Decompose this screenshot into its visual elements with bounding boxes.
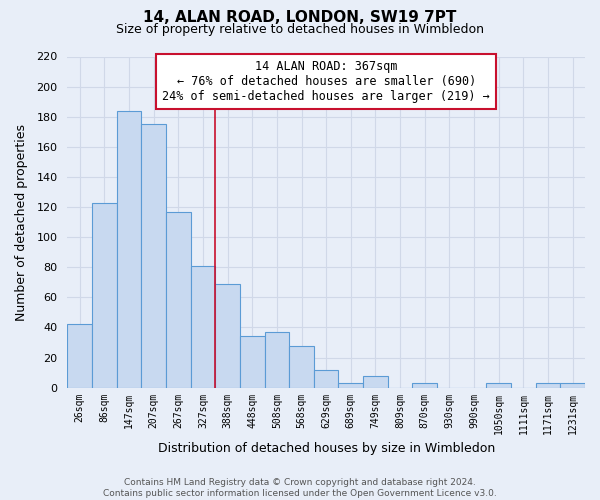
Y-axis label: Number of detached properties: Number of detached properties [15,124,28,320]
Bar [412,383,437,388]
Bar [536,383,560,388]
Text: Contains HM Land Registry data © Crown copyright and database right 2024.
Contai: Contains HM Land Registry data © Crown c… [103,478,497,498]
Bar [338,383,363,388]
Bar [141,124,166,388]
Bar [67,324,92,388]
Bar [265,332,289,388]
X-axis label: Distribution of detached houses by size in Wimbledon: Distribution of detached houses by size … [158,442,495,455]
Bar [363,376,388,388]
Bar [191,266,215,388]
Bar [215,284,240,388]
Bar [487,383,511,388]
Text: 14, ALAN ROAD, LONDON, SW19 7PT: 14, ALAN ROAD, LONDON, SW19 7PT [143,10,457,25]
Bar [289,346,314,388]
Bar [166,212,191,388]
Bar [240,336,265,388]
Text: 14 ALAN ROAD: 367sqm
← 76% of detached houses are smaller (690)
24% of semi-deta: 14 ALAN ROAD: 367sqm ← 76% of detached h… [162,60,490,103]
Text: Size of property relative to detached houses in Wimbledon: Size of property relative to detached ho… [116,22,484,36]
Bar [560,383,585,388]
Bar [92,202,116,388]
Bar [116,110,141,388]
Bar [314,370,338,388]
